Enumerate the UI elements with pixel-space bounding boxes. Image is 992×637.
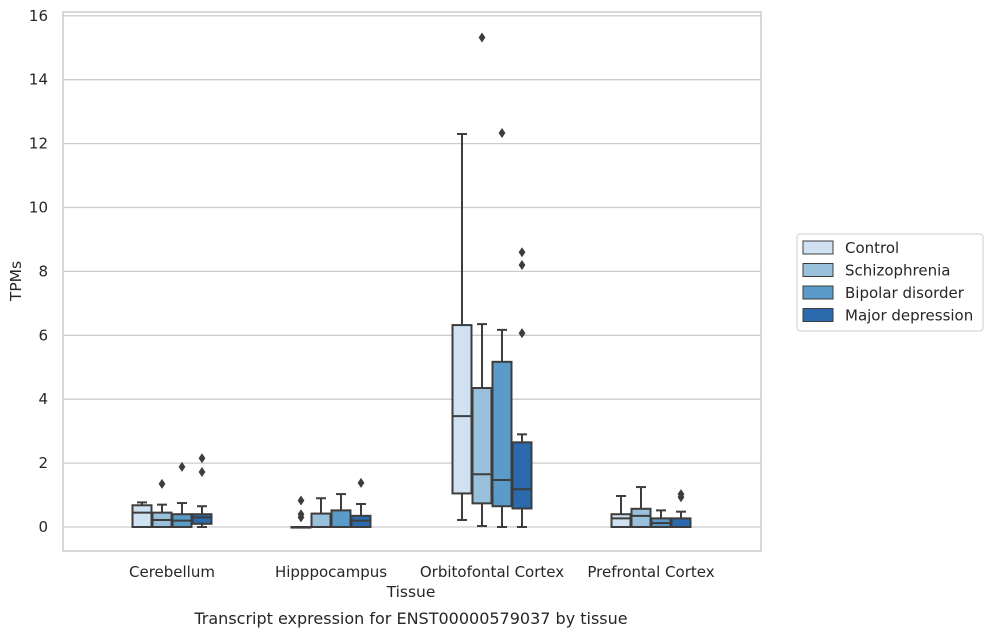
outlier-point bbox=[198, 467, 206, 478]
outlier-point bbox=[518, 247, 526, 258]
box-0-1 bbox=[151, 478, 173, 528]
outlier-point bbox=[357, 477, 365, 488]
y-tick-label: 8 bbox=[38, 262, 48, 280]
y-axis-title: TPMs bbox=[7, 261, 25, 302]
box-2-3 bbox=[511, 247, 533, 528]
box-1-1 bbox=[310, 497, 332, 528]
outlier-point bbox=[677, 489, 685, 500]
outlier-point bbox=[297, 509, 305, 520]
legend-swatch bbox=[802, 240, 834, 255]
box-iqr bbox=[610, 513, 632, 528]
x-tick-label: Hipppocampus bbox=[275, 563, 387, 581]
y-tick-label: 14 bbox=[29, 71, 48, 89]
box-0-0 bbox=[131, 501, 153, 528]
box-iqr bbox=[451, 324, 473, 495]
box-1-0 bbox=[290, 495, 312, 529]
legend-label: Schizophrenia bbox=[845, 262, 950, 280]
legend: Control Schizophrenia Bipolar disorder Majo… bbox=[796, 233, 984, 332]
legend-swatch bbox=[802, 285, 834, 300]
y-tick-label: 0 bbox=[38, 518, 48, 536]
box-iqr bbox=[330, 509, 352, 528]
box-0-3 bbox=[191, 453, 213, 528]
x-tick-label: Orbitofontal Cortex bbox=[420, 563, 564, 581]
legend-label: Control bbox=[845, 239, 899, 257]
legend-swatch bbox=[802, 308, 834, 322]
box-iqr bbox=[471, 387, 493, 505]
box-3-0 bbox=[610, 495, 632, 528]
chart-caption: Transcript expression for ENST0000057903… bbox=[193, 609, 627, 628]
outlier-point bbox=[518, 260, 526, 271]
y-tick-label: 12 bbox=[29, 135, 48, 153]
x-tick-label: Cerebellum bbox=[129, 563, 215, 581]
legend-label: Bipolar disorder bbox=[845, 284, 965, 302]
outlier-point bbox=[297, 495, 305, 506]
outlier-point bbox=[498, 128, 506, 139]
box-3-2 bbox=[650, 509, 672, 528]
outlier-point bbox=[198, 453, 206, 464]
outlier-point bbox=[518, 328, 526, 339]
box-2-2 bbox=[491, 128, 513, 528]
box-iqr bbox=[630, 507, 652, 529]
y-tick-label: 2 bbox=[38, 454, 48, 472]
legend-label: Major depression bbox=[845, 307, 973, 325]
box-iqr bbox=[491, 360, 513, 508]
box-iqr bbox=[670, 517, 692, 528]
outlier-point bbox=[178, 461, 186, 472]
x-tick-labels: Cerebellum Hipppocampus Orbitofontal Corte… bbox=[129, 563, 715, 581]
box-iqr bbox=[191, 513, 213, 525]
box-0-2 bbox=[171, 461, 193, 528]
boxes bbox=[131, 32, 692, 529]
x-tick-label: Prefrontal Cortex bbox=[587, 563, 714, 581]
box-iqr bbox=[131, 504, 153, 528]
box-2-0 bbox=[451, 133, 473, 521]
box-iqr bbox=[511, 441, 533, 510]
y-tick-label: 16 bbox=[29, 7, 48, 25]
plot-area-frame bbox=[62, 11, 762, 552]
box-3-3 bbox=[670, 489, 692, 528]
y-tick-label: 6 bbox=[38, 326, 48, 344]
box-iqr bbox=[310, 512, 332, 528]
outlier-point bbox=[478, 32, 486, 43]
outlier-point bbox=[158, 478, 166, 489]
box-3-1 bbox=[630, 486, 652, 529]
y-tick-label: 4 bbox=[38, 390, 48, 408]
box-1-3 bbox=[350, 477, 372, 529]
legend-swatch bbox=[802, 263, 834, 277]
box-2-1 bbox=[471, 32, 493, 528]
box-1-2 bbox=[330, 493, 352, 528]
x-axis-title: Tissue bbox=[386, 583, 436, 601]
y-tick-labels: 0 2 4 6 8 10 12 14 16 bbox=[29, 7, 48, 536]
grid-lines bbox=[63, 15, 761, 528]
legend-frame bbox=[796, 233, 984, 332]
y-tick-label: 10 bbox=[29, 199, 48, 217]
